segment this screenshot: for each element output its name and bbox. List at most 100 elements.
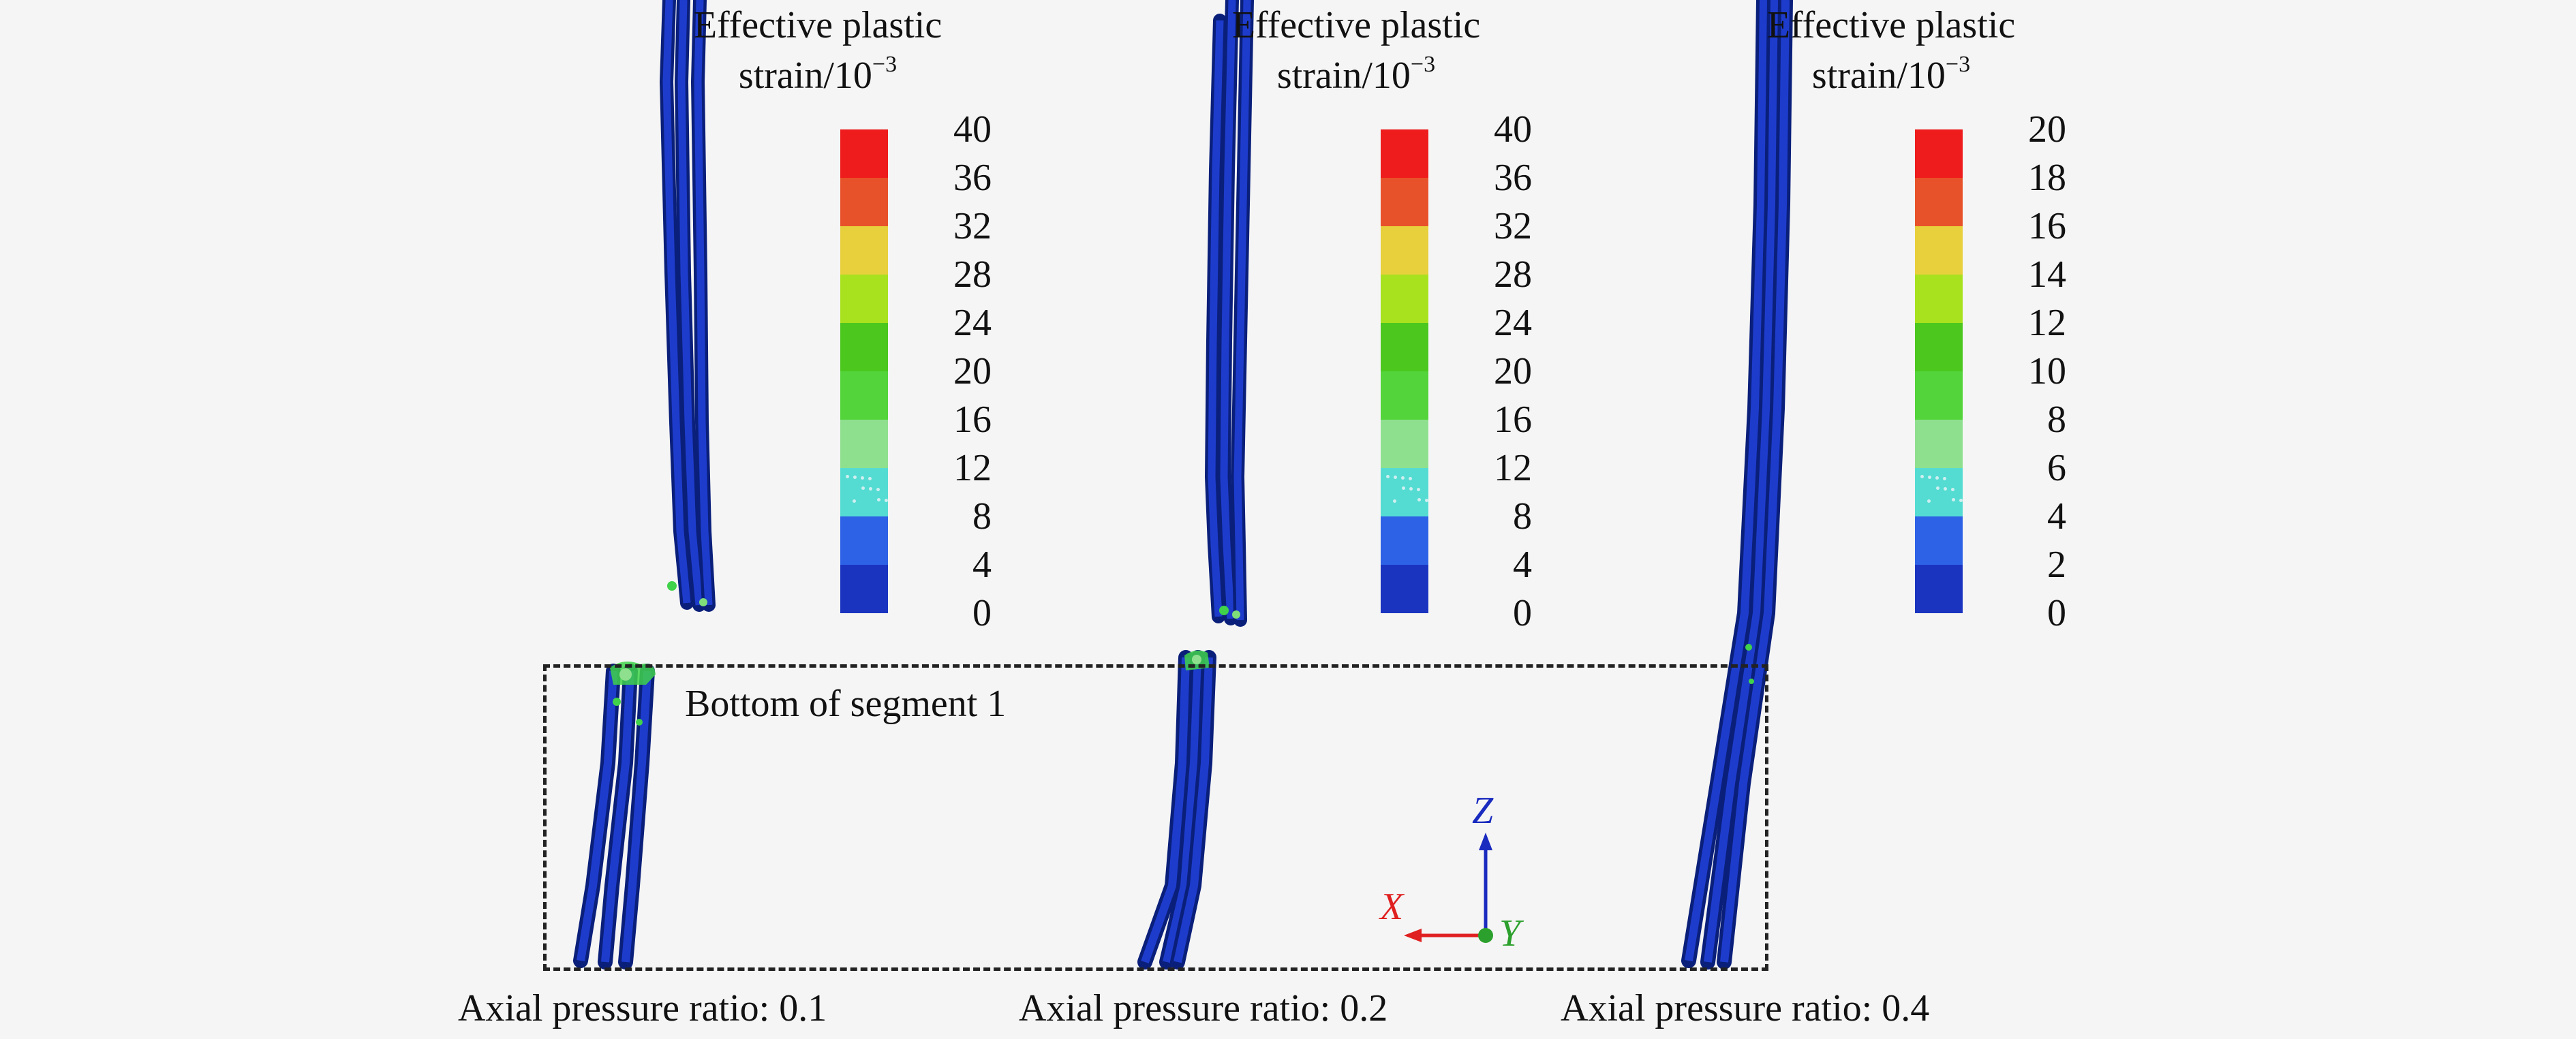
legend-title-2-unit: strain/10 xyxy=(1276,55,1411,97)
colorbar-1-tick-label: 0 xyxy=(972,592,992,634)
colorbar-2-tick-label: 36 xyxy=(1494,157,1532,199)
colorbar-3-segment xyxy=(1915,323,1963,371)
colorbar-1-tick-label: 12 xyxy=(953,447,992,489)
colorbar-1-tick-label: 16 xyxy=(953,399,992,441)
colorbar-2 xyxy=(1381,129,1428,613)
colorbar-3-tick-label: 14 xyxy=(2028,253,2066,296)
colorbar-1-segment xyxy=(840,129,888,178)
colorbar-3-tick-label: 8 xyxy=(2047,399,2066,441)
colorbar-2-ticks: 40 36 32 28 24 20 16 12 8 4 0 xyxy=(1430,110,1532,661)
colorbar-3-tick-label: 6 xyxy=(2047,447,2066,489)
colorbar-1-tick-label: 20 xyxy=(953,350,992,392)
colorbar-2-segment xyxy=(1381,275,1428,323)
colorbar-1-segment xyxy=(840,516,888,565)
colorbar-2-tick-label: 24 xyxy=(1494,302,1532,344)
z-axis-label: Z xyxy=(1472,790,1494,832)
legend-title-3-exponent: −3 xyxy=(1945,52,1971,77)
colorbar-3-tick-label: 12 xyxy=(2028,302,2066,344)
legend-title-1-unit: strain/10 xyxy=(738,55,872,97)
colorbar-2-segment xyxy=(1381,468,1428,516)
colorbar-3-segment xyxy=(1915,178,1963,226)
colorbar-3-segment xyxy=(1915,129,1963,178)
colorbar-3-tick-label: 10 xyxy=(2028,350,2066,392)
colorbar-3-segment xyxy=(1915,516,1963,565)
colorbar-2-tick-label: 32 xyxy=(1494,205,1532,247)
colorbar-2-tick-label: 28 xyxy=(1494,253,1532,296)
column-model-2-upper xyxy=(1204,0,1254,627)
colorbar-3-tick-label: 16 xyxy=(2028,205,2066,247)
legend-title-2-line2: strain/10−3 xyxy=(1179,50,1533,101)
colorbar-3-segment xyxy=(1915,468,1963,516)
colorbar-1-segment xyxy=(840,323,888,371)
colorbar-1-ticks: 40 36 32 28 24 20 16 12 8 4 0 xyxy=(889,110,992,661)
column-model-3 xyxy=(1681,0,1793,970)
colorbar-2-segment xyxy=(1381,129,1428,178)
z-axis-arrowhead xyxy=(1479,833,1492,850)
colorbar-1-segment xyxy=(840,178,888,226)
colorbar-3-segment xyxy=(1915,420,1963,468)
legend-title-2-exponent: −3 xyxy=(1410,52,1436,77)
legend-title-3-line1: Effective plastic xyxy=(1766,4,2016,46)
x-axis-arrowhead xyxy=(1404,929,1422,942)
colorbar-3 xyxy=(1915,129,1963,613)
caption-ratio-0-4: Axial pressure ratio: 0.4 xyxy=(1561,987,1930,1029)
colorbar-1-tick-label: 24 xyxy=(953,302,992,344)
colorbar-3-tick-label: 4 xyxy=(2047,495,2066,538)
colorbar-3-segment xyxy=(1915,226,1963,275)
colorbar-2-tick-label: 20 xyxy=(1494,350,1532,392)
colorbar-2-tick-label: 12 xyxy=(1494,447,1532,489)
colorbar-1-segment xyxy=(840,420,888,468)
colorbar-1-segment xyxy=(840,371,888,420)
column-model-1-lower xyxy=(573,662,656,970)
colorbar-1-tick-label: 40 xyxy=(953,108,992,151)
y-axis-label: Y xyxy=(1499,912,1521,955)
colorbar-2-tick-label: 0 xyxy=(1513,592,1532,634)
legend-title-3-line2: strain/10−3 xyxy=(1714,50,2068,101)
y-axis-dot xyxy=(1478,928,1493,943)
colorbar-3-tick-label: 0 xyxy=(2047,592,2066,634)
column-model-1-upper xyxy=(659,0,716,612)
colorbar-1-segment xyxy=(840,468,888,516)
legend-title-1-line2: strain/10−3 xyxy=(641,50,995,101)
legend-title-3-unit: strain/10 xyxy=(1811,55,1946,97)
colorbar-1-tick-label: 32 xyxy=(953,205,992,247)
colorbar-3-segment xyxy=(1915,565,1963,613)
legend-title-1: Effective plastic strain/10−3 xyxy=(641,0,995,101)
colorbar-2-tick-label: 8 xyxy=(1513,495,1532,538)
colorbar-2-segment xyxy=(1381,516,1428,565)
legend-title-2-line1: Effective plastic xyxy=(1231,4,1481,46)
colorbar-2-segment xyxy=(1381,420,1428,468)
colorbar-1 xyxy=(840,129,888,613)
colorbar-3-tick-label: 20 xyxy=(2028,108,2066,151)
caption-ratio-0-2: Axial pressure ratio: 0.2 xyxy=(1019,987,1388,1029)
colorbar-2-segment xyxy=(1381,371,1428,420)
colorbar-1-tick-label: 4 xyxy=(972,544,992,586)
colorbar-2-segment xyxy=(1381,565,1428,613)
legend-title-3: Effective plastic strain/10−3 xyxy=(1714,0,2068,101)
colorbar-3-segment xyxy=(1915,275,1963,323)
x-axis-label: X xyxy=(1380,886,1404,928)
colorbar-1-segment xyxy=(840,226,888,275)
legend-title-2: Effective plastic strain/10−3 xyxy=(1179,0,1533,101)
bottom-segment-label: Bottom of segment 1 xyxy=(685,683,1007,725)
caption-ratio-0-1: Axial pressure ratio: 0.1 xyxy=(458,987,827,1029)
colorbar-3-tick-label: 18 xyxy=(2028,157,2066,199)
colorbar-1-tick-label: 36 xyxy=(953,157,992,199)
colorbar-3-tick-label: 2 xyxy=(2047,544,2066,586)
colorbar-1-tick-label: 8 xyxy=(972,495,992,538)
colorbar-2-segment xyxy=(1381,178,1428,226)
colorbar-2-segment xyxy=(1381,226,1428,275)
colorbar-2-tick-label: 4 xyxy=(1513,544,1532,586)
colorbar-3-segment xyxy=(1915,371,1963,420)
colorbar-2-segment xyxy=(1381,323,1428,371)
colorbar-2-tick-label: 16 xyxy=(1494,399,1532,441)
bottom-segment-highlight-box xyxy=(543,664,1768,971)
colorbar-1-segment xyxy=(840,565,888,613)
colorbar-2-tick-label: 40 xyxy=(1494,108,1532,151)
colorbar-3-ticks: 20 18 16 14 12 10 8 6 4 2 0 xyxy=(1964,110,2066,661)
coordinate-axes-icon xyxy=(1404,833,1493,943)
legend-title-1-exponent: −3 xyxy=(872,52,898,77)
colorbar-1-segment xyxy=(840,275,888,323)
